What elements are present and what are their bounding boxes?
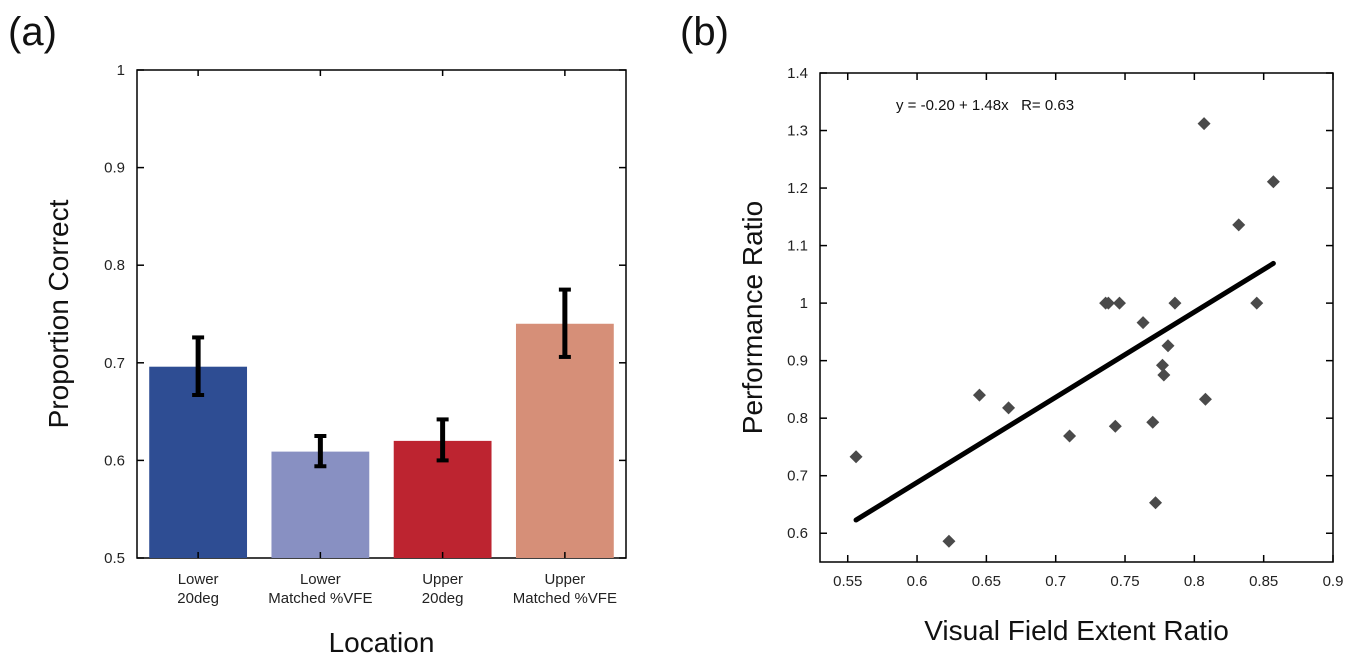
x-axis-title-a: Location — [329, 627, 435, 658]
scatter-point-21 — [1266, 175, 1280, 189]
scatter-point-19 — [1232, 218, 1246, 232]
y-tick-label-1: 0.7 — [787, 468, 808, 485]
y-tick-label-3: 0.9 — [787, 353, 808, 370]
y-tick-label-3: 0.8 — [104, 257, 125, 274]
x-tick-label-1: Lower 20deg — [177, 571, 219, 607]
scatter-point-5 — [1063, 429, 1077, 443]
scatter-point-8 — [1108, 419, 1122, 433]
scatter-point-9 — [1112, 296, 1126, 310]
plot-frame-a — [136, 69, 627, 559]
scatter-point-20 — [1250, 296, 1264, 310]
x-tick-label-3: 0.7 — [1045, 573, 1066, 590]
y-axis-title-b: Performance Ratio — [737, 201, 768, 434]
scatter-point-2 — [942, 534, 956, 548]
y-tick-label-4: 0.9 — [104, 160, 125, 177]
x-tick-label-2: Lower Matched %VFE — [268, 571, 372, 607]
scatter-point-14 — [1157, 368, 1171, 382]
x-tick-label-2: 0.65 — [972, 573, 1001, 590]
y-tick-label-4: 1 — [800, 295, 808, 312]
scatter-point-17 — [1197, 117, 1211, 131]
x-tick-label-1: 0.6 — [907, 573, 928, 590]
y-tick-label-2: 0.7 — [104, 355, 125, 372]
regression-annotation: y = -0.20 + 1.48x R= 0.63 — [896, 97, 1074, 114]
y-tick-label-5: 1.1 — [787, 238, 808, 255]
scatter-point-15 — [1161, 339, 1175, 353]
y-tick-label-5: 1 — [117, 62, 125, 79]
scatter-point-13 — [1155, 358, 1169, 372]
scatter-point-16 — [1168, 296, 1182, 310]
scatter-point-12 — [1149, 496, 1163, 510]
y-tick-label-7: 1.3 — [787, 123, 808, 140]
panel-a-label: (a) — [8, 10, 57, 54]
x-tick-label-6: 0.85 — [1249, 573, 1278, 590]
y-tick-label-0: 0.6 — [787, 525, 808, 542]
regression-line — [853, 260, 1276, 523]
scatter-point-1 — [849, 450, 863, 464]
x-tick-label-7: 0.9 — [1323, 573, 1344, 590]
scatter-point-10 — [1136, 316, 1150, 330]
plot-frame-b — [819, 72, 1334, 563]
scatter-point-7 — [1101, 296, 1115, 310]
x-tick-label-0: 0.55 — [833, 573, 862, 590]
y-tick-label-8: 1.4 — [787, 65, 808, 82]
scatter-point-18 — [1198, 392, 1212, 406]
y-tick-label-2: 0.8 — [787, 410, 808, 427]
panel-b-label: (b) — [680, 10, 729, 54]
y-axis-title-a: Proportion Correct — [43, 199, 74, 428]
x-tick-label-4: 0.75 — [1110, 573, 1139, 590]
bar-2 — [271, 451, 370, 558]
bar-4 — [515, 323, 614, 558]
y-tick-label-1: 0.6 — [104, 452, 125, 469]
scatter-point-3 — [972, 388, 986, 402]
y-tick-label-6: 1.2 — [787, 180, 808, 197]
bar-1 — [149, 366, 248, 558]
x-tick-label-5: 0.8 — [1184, 573, 1205, 590]
y-tick-label-0: 0.5 — [104, 550, 125, 567]
x-axis-title-b: Visual Field Extent Ratio — [924, 615, 1229, 646]
scatter-point-11 — [1146, 415, 1160, 429]
scatter-point-4 — [1002, 401, 1016, 415]
x-tick-label-4: Upper Matched %VFE — [513, 571, 617, 607]
x-tick-label-3: Upper 20deg — [422, 571, 464, 607]
